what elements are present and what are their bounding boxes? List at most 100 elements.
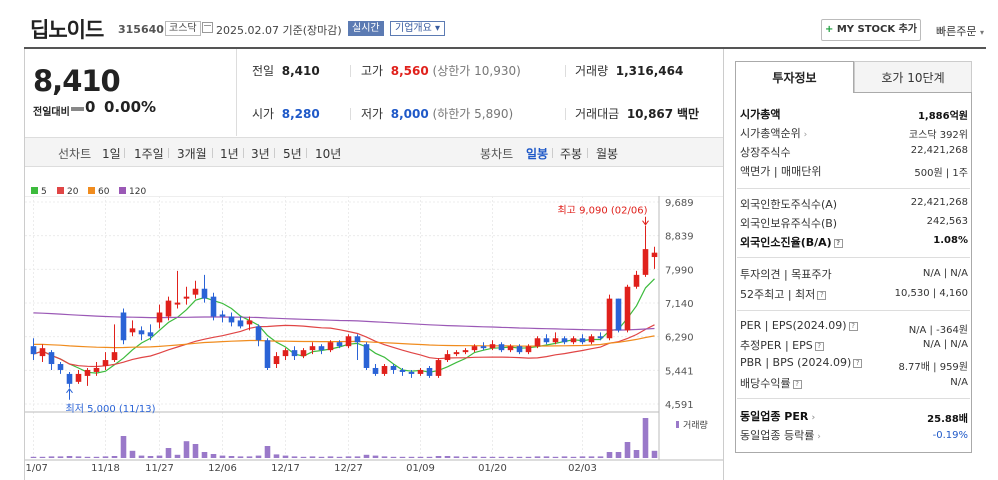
help-icon[interactable]: ? [814,342,824,351]
help-icon[interactable]: ? [848,322,858,331]
stock-name: 딥노이드 [30,18,104,42]
legend-swatch [31,187,38,194]
period-3m[interactable]: 3개월 [177,147,207,161]
help-icon[interactable]: ? [817,291,827,300]
low-price: 저가 8,000 (하한가 5,890) [361,105,513,122]
candle-body [525,346,532,353]
candle-body [399,369,406,372]
candle-body [471,346,478,351]
tab-divider [854,92,972,93]
candle-body [435,360,442,376]
pbr-bps-value: 8.77배 | 959원 [898,362,968,373]
volume-bar [48,456,55,458]
y-tick-label: 7,990 [665,265,694,276]
period-1d[interactable]: 1일 [102,147,121,161]
candle-monthly[interactable]: 월봉 [596,147,619,161]
candle-body [516,346,523,353]
dividend-yield: 배당수익률? [740,375,802,391]
volume-bar [453,456,460,458]
sector-change-value: -0.19% [932,430,968,441]
period-1w[interactable]: 1주일 [134,147,164,161]
pbr-bps: PBR | BPS (2024.09)? [740,356,863,369]
plus-icon: + [824,24,834,35]
chevron-down-icon: ▾ [979,28,984,37]
add-mystock-button[interactable]: + MY STOCK 추가 [821,19,921,41]
divider [350,65,351,77]
base-date: 2025.02.07 기준(장마감) [216,24,342,37]
chevron-right-icon: › [800,130,808,140]
sector-change-label: 동일업종 등락률 [740,429,815,442]
candle-body [255,326,262,341]
volume-bar [489,456,496,458]
quick-order-button[interactable]: 빠른주문 ▾ [936,23,984,39]
volume-bar [255,455,262,458]
period-5y[interactable]: 5년 [283,147,302,161]
volume-bar [291,456,298,458]
volume-bar [597,456,604,458]
amount-unit: 백만 [676,107,700,121]
x-tick-label: 12/17 [271,463,300,474]
candle-body [300,350,307,357]
pbr-bps-label: PBR | BPS (2024.09) [740,356,852,369]
candle-body [372,367,379,374]
candle-body [291,350,298,357]
low-annotation: 최저 5,000 (11/13) [66,403,156,415]
candle-body [381,366,388,374]
volume-bar [156,455,163,458]
add-mystock-label: MY STOCK 추가 [836,24,918,35]
tab-invest-info[interactable]: 투자정보 [735,61,854,93]
legend-swatch [57,187,64,194]
sector-change[interactable]: 동일업종 등락률 › [740,427,821,443]
volume-bar [327,456,334,458]
help-icon[interactable]: ? [792,380,802,389]
opinion-value: N/A | N/A [922,268,968,279]
candle-body [534,338,541,347]
legend-ma120: 120 [119,187,146,197]
trade-amount: 거래대금 10,867 백만 [575,105,699,122]
volume-bar [525,456,532,458]
company-overview-dropdown[interactable]: 기업개요 ▾ [390,21,445,36]
volume-value: 1,316,464 [615,64,684,78]
divider [243,148,244,158]
x-tick-label: 11/07 [25,463,48,474]
volume-bar [426,456,433,458]
prev-close: 전일 8,410 [252,62,320,79]
current-price: 8,410 [33,64,121,98]
foreign-ratio-value: 1.08% [933,235,968,246]
volume-bar [462,456,469,458]
period-1y[interactable]: 1년 [220,147,239,161]
realtime-button[interactable]: 실시간 [348,21,384,36]
help-icon[interactable]: ? [833,239,843,248]
foreign-hold-label: 외국인보유주식수(B) [740,217,838,230]
candle-body [318,346,325,351]
period-10y[interactable]: 10년 [315,147,342,161]
legend-label: 120 [129,187,147,197]
volume-bar [282,455,289,458]
foreign-limit-value: 22,421,268 [910,197,968,208]
y-tick-label: 9,689 [665,198,694,209]
volume-bar [372,455,379,458]
volume-bar [552,456,559,458]
price-chart[interactable]: 9,689 8,839 7,990 7,140 6,290 5,441 4,591 11/07… [25,196,723,480]
candle-body [57,364,64,370]
line-chart-label: 선차트 [58,147,92,161]
volume-bar [471,456,478,458]
candle-body [246,320,253,325]
candle-weekly[interactable]: 주봉 [560,147,583,161]
week52: 52주최고 | 최저? [740,286,827,302]
amount-value: 10,867 [626,107,674,121]
volume-bar [642,418,649,458]
period-3y[interactable]: 3년 [251,147,270,161]
candle-body [264,340,271,368]
volume-bar [93,456,100,458]
candle-body [156,312,163,323]
face-value-value: 500원 | 1주 [914,168,968,179]
candle-daily[interactable]: 일봉 [526,147,549,161]
candle-body [606,298,613,339]
volume-bar [336,456,343,458]
tab-order-book[interactable]: 호가 10단계 [854,61,972,93]
help-icon[interactable]: ? [853,359,863,368]
market-cap-rank[interactable]: 시가총액순위 › [740,125,807,141]
sector-per[interactable]: 동일업종 PER › [740,408,815,424]
x-tick-label: 12/06 [208,463,237,474]
